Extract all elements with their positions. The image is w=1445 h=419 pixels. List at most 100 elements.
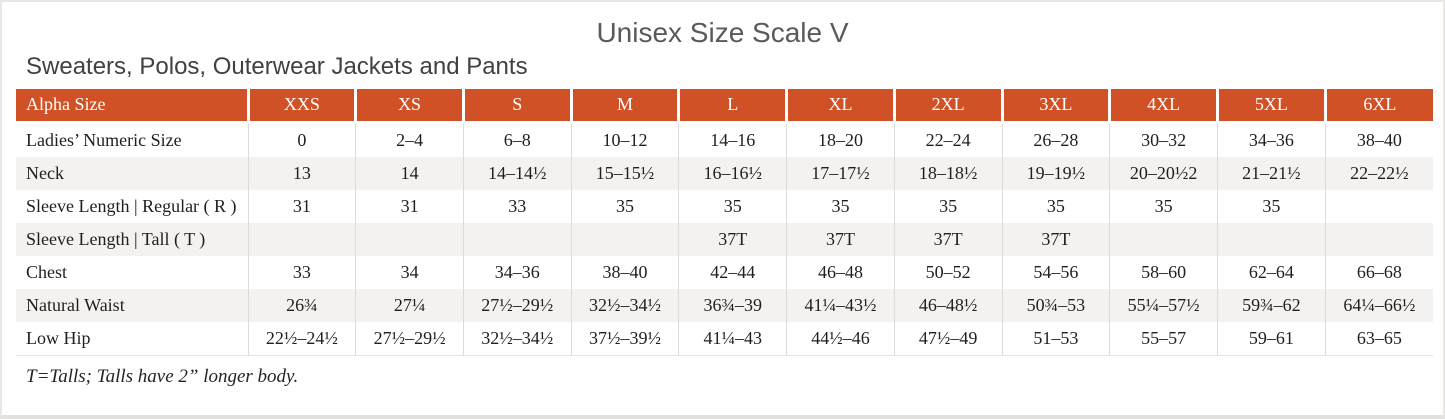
- size-value-cell: 6–8: [462, 122, 572, 157]
- size-value-cell: 32½–34½: [570, 288, 679, 322]
- size-value-cell: 35: [678, 189, 787, 223]
- size-value-cell: 35: [893, 189, 1003, 223]
- size-value-cell: 26–28: [1001, 122, 1110, 157]
- alpha-size-header: Alpha Size: [16, 88, 250, 124]
- size-value-cell: 35: [786, 189, 895, 223]
- column-header-2xl: 2XL: [894, 88, 1004, 124]
- size-value-cell: 18–18½: [893, 156, 1003, 190]
- row-label: Sleeve Length | Tall ( T ): [16, 222, 248, 256]
- size-value-cell: [1324, 189, 1433, 223]
- table-row: Sleeve Length | Tall ( T ) 37T 37T 37T 37T: [16, 222, 1433, 256]
- size-value-cell: 13: [247, 156, 356, 190]
- table-row: Ladies’ Numeric Size 0 2–4 6–8 10–12 14–16 18–…: [16, 122, 1433, 157]
- size-value-cell: 14: [355, 156, 464, 190]
- column-header-6xl: 6XL: [1325, 88, 1433, 124]
- size-value-cell: [570, 222, 679, 256]
- size-value-cell: 62–64: [1216, 255, 1326, 289]
- size-value-cell: 22½–24½: [247, 321, 356, 356]
- size-value-cell: 55–57: [1109, 321, 1218, 356]
- size-value-cell: 27¼: [355, 288, 464, 322]
- footnote: T=Talls; Talls have 2” longer body.: [26, 365, 299, 387]
- page-title: Unisex Size Scale V: [596, 17, 849, 48]
- row-label: Natural Waist: [16, 288, 248, 322]
- size-value-cell: 37T: [893, 222, 1003, 256]
- size-value-cell: [1324, 222, 1433, 256]
- column-header-xl: XL: [786, 88, 896, 124]
- column-header-s: S: [463, 88, 573, 124]
- size-value-cell: 35: [1001, 189, 1110, 223]
- size-value-cell: 22–22½: [1324, 156, 1433, 190]
- size-value-cell: 33: [462, 189, 572, 223]
- size-value-cell: 17–17½: [786, 156, 895, 190]
- size-value-cell: 35: [570, 189, 679, 223]
- size-value-cell: 35: [1109, 189, 1218, 223]
- row-label: Ladies’ Numeric Size: [26, 129, 182, 150]
- size-table: Alpha Size XXS XS S M L XL 2XL 3XL 4XL 5XL 6XL Ladi…: [16, 88, 1433, 356]
- size-value-cell: 59–61: [1216, 321, 1326, 356]
- column-header-xxs: XXS: [248, 88, 358, 124]
- size-value-cell: [247, 222, 356, 256]
- size-value-cell: 14–14½: [462, 156, 572, 190]
- size-value-cell: 59¾–62: [1216, 288, 1326, 322]
- size-value-cell: 42–44: [678, 255, 787, 289]
- size-value-cell: 16–16½: [678, 156, 787, 190]
- table-row: Sleeve Length | Regular ( R ) 31 31 33 35 35 3…: [16, 189, 1433, 223]
- size-value-cell: 33: [247, 255, 356, 289]
- size-value-cell: 37T: [786, 222, 895, 256]
- size-value-cell: 47½–49: [893, 321, 1003, 356]
- size-value-cell: 2–4: [355, 122, 464, 157]
- table-row: Chest 33 34 34–36 38–40 42–44 46–48 50–52 54–56 5…: [16, 255, 1433, 289]
- size-value-cell: 51–53: [1001, 321, 1110, 356]
- size-value-cell: 44½–46: [786, 321, 895, 356]
- size-value-cell: 31: [355, 189, 464, 223]
- row-label: Chest: [26, 261, 68, 282]
- size-value-cell: 41¼–43½: [786, 288, 895, 322]
- size-value-cell: [1216, 222, 1326, 256]
- table-body: Ladies’ Numeric Size 0 2–4 6–8 10–12 14–16 18–…: [16, 122, 1433, 356]
- size-value-cell: 50¾–53: [1001, 288, 1110, 322]
- size-value-cell: 15–15½: [570, 156, 679, 190]
- size-value-cell: 0: [247, 122, 356, 157]
- size-value-cell: 21–21½: [1216, 156, 1326, 190]
- size-value-cell: 20–20½2: [1109, 156, 1218, 190]
- size-value-cell: 38–40: [570, 255, 679, 289]
- table-row: Neck 13 14 14–14½ 15–15½ 16–16½ 17–17½ 18–18½ 19…: [16, 156, 1433, 190]
- size-value-cell: [1109, 222, 1218, 256]
- size-value-cell: 10–12: [570, 122, 679, 157]
- size-value-cell: 66–68: [1324, 255, 1433, 289]
- table-header: Alpha Size XXS XS S M L XL 2XL 3XL 4XL 5XL 6XL: [16, 88, 1433, 124]
- size-value-cell: 30–32: [1109, 122, 1218, 157]
- size-value-cell: 58–60: [1109, 255, 1218, 289]
- size-value-cell: 27½–29½: [462, 288, 572, 322]
- size-value-cell: 19–19½: [1001, 156, 1110, 190]
- column-header-l: L: [678, 88, 789, 124]
- size-value-cell: 34–36: [462, 255, 572, 289]
- table-row: Natural Waist 26¾ 27¼ 27½–29½ 32½–34½ 36¾–39 4…: [16, 288, 1433, 322]
- size-value-cell: 14–16: [678, 122, 787, 157]
- size-value-cell: 37T: [1001, 222, 1110, 256]
- column-header-5xl: 5XL: [1217, 88, 1327, 124]
- size-value-cell: [462, 222, 572, 256]
- column-header-m: M: [571, 88, 681, 124]
- size-value-cell: 36¾–39: [678, 288, 787, 322]
- size-value-cell: 37T: [678, 222, 787, 256]
- size-value-cell: 64¼–66½: [1324, 288, 1433, 322]
- column-header-4xl: 4XL: [1109, 88, 1219, 124]
- size-value-cell: 34–36: [1216, 122, 1326, 157]
- size-value-cell: 54–56: [1001, 255, 1110, 289]
- size-value-cell: 41¼–43: [678, 321, 787, 356]
- size-value-cell: 18–20: [786, 122, 895, 157]
- size-value-cell: 63–65: [1324, 321, 1433, 356]
- row-label: Sleeve Length | Regular ( R ): [26, 195, 237, 216]
- size-value-cell: 46–48: [786, 255, 895, 289]
- size-value-cell: 35: [1216, 189, 1326, 223]
- size-value-cell: 50–52: [893, 255, 1003, 289]
- size-value-cell: 27½–29½: [355, 321, 464, 356]
- size-value-cell: 26¾: [247, 288, 356, 322]
- size-value-cell: [355, 222, 464, 256]
- size-value-cell: 55¼–57½: [1109, 288, 1218, 322]
- row-label: Neck: [16, 156, 248, 190]
- size-value-cell: 32½–34½: [462, 321, 572, 356]
- column-header-3xl: 3XL: [1002, 88, 1112, 124]
